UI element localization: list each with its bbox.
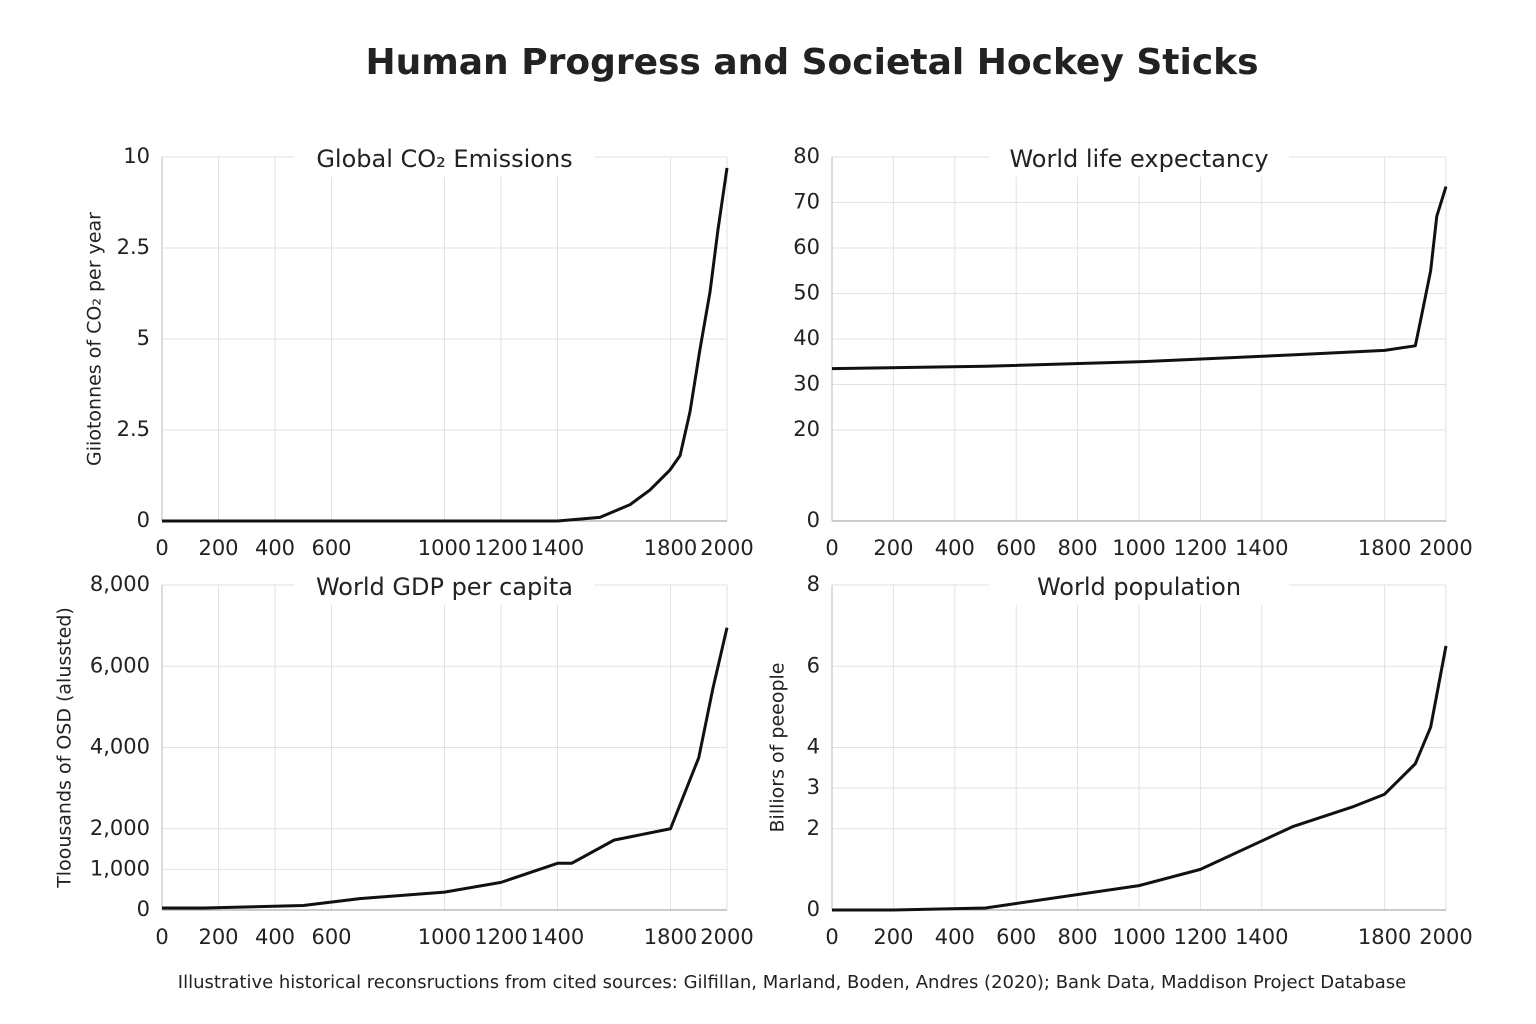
x-tick-label: 0 — [155, 925, 168, 949]
x-tick-label: 1400 — [1235, 536, 1288, 560]
y-tick-label: 5 — [137, 326, 150, 350]
panel-title: World population — [1037, 573, 1241, 601]
x-tick-label: 200 — [873, 536, 913, 560]
y-tick-label: 30 — [793, 372, 820, 396]
title-backdrop — [294, 143, 595, 177]
x-tick-label: 2000 — [700, 925, 753, 949]
x-tick-label: 0 — [825, 925, 838, 949]
x-tick-label: 1200 — [1174, 536, 1227, 560]
y-tick-label: 8,000 — [90, 572, 150, 596]
y-tick-label: 20 — [793, 417, 820, 441]
y-tick-label: 6,000 — [90, 653, 150, 677]
x-tick-label: 600 — [311, 925, 351, 949]
x-tick-label: 400 — [255, 536, 295, 560]
x-tick-label: 1800 — [1358, 536, 1411, 560]
y-tick-label: 10 — [123, 144, 150, 168]
x-tick-label: 2000 — [1419, 536, 1472, 560]
y-tick-label: 6 — [807, 653, 820, 677]
panel-title: Global CO₂ Emissions — [316, 145, 572, 173]
x-tick-label: 1400 — [1235, 925, 1288, 949]
x-tick-label: 200 — [873, 925, 913, 949]
title-backdrop — [989, 571, 1289, 605]
y-tick-label: 1,000 — [90, 856, 150, 880]
title-backdrop — [989, 143, 1289, 177]
figure-title: Human Progress and Societal Hockey Stick… — [365, 42, 1258, 83]
x-tick-label: 1200 — [1174, 925, 1227, 949]
y-tick-label: 40 — [793, 326, 820, 350]
x-tick-label: 1000 — [1112, 925, 1165, 949]
y-axis-label: Giiotonnes of CO₂ per year — [84, 212, 106, 466]
footnote: Illustrative historical reconsructions f… — [178, 972, 1406, 993]
y-tick-label: 0 — [807, 508, 820, 532]
x-tick-label: 0 — [155, 536, 168, 560]
y-tick-label: 2,000 — [90, 816, 150, 840]
y-tick-label: 70 — [793, 190, 820, 214]
y-tick-label: 3 — [807, 775, 820, 799]
data-line — [162, 627, 729, 910]
x-tick-label: 1800 — [644, 925, 697, 949]
x-tick-label: 1200 — [474, 536, 527, 560]
x-tick-label: 800 — [1058, 536, 1098, 560]
x-tick-label: 200 — [198, 925, 238, 949]
x-tick-label: 1400 — [531, 925, 584, 949]
panel-title: World life expectancy — [1009, 145, 1268, 173]
data-line — [832, 645, 1448, 912]
x-tick-label: 1000 — [418, 925, 471, 949]
x-tick-label: 800 — [1058, 925, 1098, 949]
x-tick-label: 1200 — [474, 925, 527, 949]
x-tick-label: 1400 — [531, 536, 584, 560]
x-tick-label: 600 — [996, 925, 1036, 949]
x-tick-label: 1000 — [418, 536, 471, 560]
y-tick-label: 4 — [807, 735, 820, 759]
y-axis-label: Billiors of peeople — [767, 663, 789, 833]
x-tick-label: 200 — [198, 536, 238, 560]
y-tick-label: 2 — [807, 816, 820, 840]
x-tick-label: 400 — [935, 536, 975, 560]
y-tick-label: 0 — [807, 897, 820, 921]
x-tick-label: 1800 — [644, 536, 697, 560]
x-tick-label: 600 — [996, 536, 1036, 560]
y-tick-label: 80 — [793, 144, 820, 168]
y-tick-label: 2.5 — [117, 235, 150, 259]
y-tick-label: 8 — [807, 572, 820, 596]
x-tick-label: 600 — [311, 536, 351, 560]
y-tick-label: 4,000 — [90, 735, 150, 759]
title-backdrop — [294, 571, 595, 605]
data-line — [831, 186, 1448, 371]
x-tick-label: 400 — [935, 925, 975, 949]
x-tick-label: 2000 — [700, 536, 753, 560]
y-axis-label: Tloousands of OSD (alussted) — [54, 607, 76, 889]
y-tick-label: 50 — [793, 281, 820, 305]
x-tick-label: 0 — [825, 536, 838, 560]
x-tick-label: 2000 — [1419, 925, 1472, 949]
x-tick-label: 1000 — [1112, 536, 1165, 560]
data-line — [162, 167, 729, 523]
y-tick-label: 0 — [137, 508, 150, 532]
y-tick-label: 2.5 — [117, 417, 150, 441]
panel-title: World GDP per capita — [316, 573, 573, 601]
x-tick-label: 400 — [255, 925, 295, 949]
y-tick-label: 60 — [793, 235, 820, 259]
y-tick-label: 0 — [137, 897, 150, 921]
x-tick-label: 1800 — [1358, 925, 1411, 949]
